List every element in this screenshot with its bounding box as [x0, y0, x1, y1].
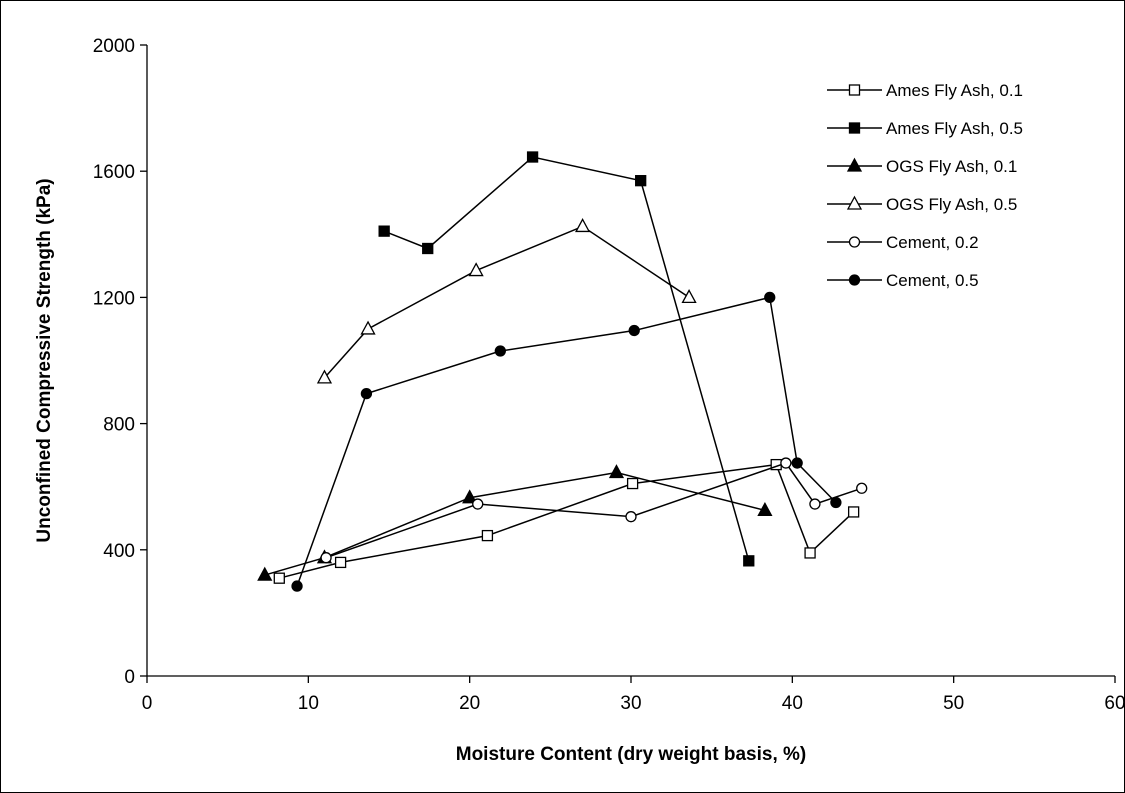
data-point — [462, 489, 478, 504]
x-tick-label: 40 — [782, 693, 803, 714]
legend-marker — [848, 274, 861, 286]
x-tick-label: 60 — [1104, 693, 1125, 714]
legend-item: Ames Fly Ash, 0.1 — [827, 81, 1023, 100]
data-point — [830, 496, 842, 509]
data-point — [273, 572, 285, 584]
data-point — [791, 457, 803, 469]
legend-label: OGS Fly Ash, 0.1 — [886, 157, 1017, 176]
series-layer — [257, 151, 868, 592]
data-point — [291, 580, 303, 592]
data-point — [481, 529, 494, 542]
data-point — [635, 175, 647, 187]
legend-label: Ames Fly Ash, 0.1 — [886, 81, 1023, 100]
axes — [146, 45, 1115, 677]
data-point — [780, 457, 792, 469]
data-point — [422, 242, 434, 255]
data-point — [316, 369, 333, 384]
data-point — [608, 464, 625, 479]
y-tick-label: 800 — [103, 415, 135, 436]
data-point — [804, 547, 816, 559]
y-axis-title: Unconfined Compressive Strength (kPa) — [34, 178, 55, 542]
data-point — [494, 345, 506, 357]
data-point — [856, 482, 868, 494]
x-tick-label: 20 — [459, 693, 480, 714]
y-tick-label: 1200 — [93, 288, 135, 309]
data-point — [626, 477, 639, 490]
data-point — [757, 501, 773, 517]
legend-item: OGS Fly Ash, 0.5 — [827, 195, 1017, 214]
series-1 — [273, 458, 860, 584]
y-tick-label: 2000 — [93, 36, 135, 57]
series-4 — [316, 218, 697, 384]
legend-item: Cement, 0.2 — [827, 233, 979, 252]
series-5 — [320, 457, 868, 564]
legend-label: Cement, 0.2 — [886, 233, 979, 252]
data-point — [575, 218, 591, 233]
data-point — [625, 511, 637, 523]
data-point — [360, 320, 376, 335]
legend-marker — [848, 84, 861, 96]
legend-label: Ames Fly Ash, 0.5 — [886, 119, 1023, 138]
series-line — [296, 296, 837, 587]
x-tick-label: 0 — [142, 693, 153, 714]
legend-marker — [848, 122, 861, 134]
y-tick-label: 400 — [103, 541, 135, 562]
data-point — [764, 291, 776, 304]
data-point — [468, 262, 484, 277]
x-tick-label: 50 — [943, 693, 964, 714]
series-line — [383, 156, 750, 562]
series-6 — [291, 291, 842, 592]
y-tick-label: 0 — [124, 667, 135, 688]
data-point — [320, 552, 332, 564]
data-point — [526, 151, 539, 163]
series-line — [323, 225, 690, 379]
data-point — [334, 556, 347, 569]
x-tick-label: 30 — [620, 693, 641, 714]
data-point — [809, 498, 821, 510]
data-point — [472, 498, 484, 510]
x-axis-title: Moisture Content (dry weight basis, %) — [456, 744, 806, 765]
data-point — [378, 225, 390, 237]
legend-marker — [846, 157, 863, 172]
legend-item: OGS Fly Ash, 0.1 — [827, 157, 1017, 176]
legend-item: Cement, 0.5 — [827, 271, 979, 290]
data-point — [743, 555, 755, 567]
legend-marker — [848, 236, 861, 248]
data-point — [681, 289, 697, 304]
legend-label: Cement, 0.5 — [886, 271, 979, 290]
legend: Ames Fly Ash, 0.1 Ames Fly Ash, 0.5 OGS Fl… — [827, 81, 1023, 290]
data-point — [360, 387, 373, 400]
data-point — [628, 324, 640, 337]
legend-label: OGS Fly Ash, 0.5 — [886, 195, 1017, 214]
series-line — [325, 462, 862, 559]
legend-marker — [846, 195, 863, 210]
x-tick-label: 10 — [298, 693, 319, 714]
series-2 — [378, 151, 755, 567]
data-point — [847, 506, 860, 518]
ticks: 0 400 800 1200 1600 2000 0 10 20 30 40 50 60 — [93, 36, 1125, 714]
data-point — [257, 566, 273, 581]
legend-item: Ames Fly Ash, 0.5 — [827, 119, 1023, 138]
y-tick-label: 1600 — [93, 162, 135, 183]
